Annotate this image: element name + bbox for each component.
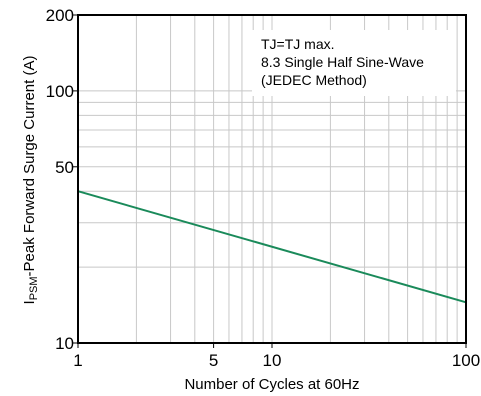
series-line-0 [77,190,467,304]
y-axis-title-subscript: PSM [28,276,40,300]
annotation-line-2: 8.3 Single Half Sine-Wave [261,54,424,70]
y-axis-ticks: 10 50 100 200 [46,6,78,353]
series [77,190,467,304]
annotation: TJ=TJ max. 8.3 Single Half Sine-Wave (JEDE… [261,36,424,88]
y-tick-label-100: 100 [46,82,74,101]
x-tick-label-100: 100 [452,351,480,370]
x-tick-label-1: 1 [73,351,82,370]
y-axis-title: IPSM-Peak Forward Surge Current (A) [21,56,40,305]
x-axis-title: Number of Cycles at 60Hz [184,376,359,393]
x-tick-label-10: 10 [263,351,282,370]
annotation-box [252,30,456,96]
y-axis-title-rest: -Peak Forward Surge Current (A) [21,56,38,277]
annotation-line-1: TJ=TJ max. [261,36,335,52]
y-axis-title-prefix: I [21,300,38,304]
x-tick-label-5: 5 [209,351,218,370]
y-tick-label-50: 50 [55,158,74,177]
y-tick-label-200: 200 [46,6,74,25]
y-tick-label-10: 10 [55,334,74,353]
x-axis-ticks: 1 5 10 100 [73,343,480,370]
annotation-line-3: (JEDEC Method) [261,72,367,88]
